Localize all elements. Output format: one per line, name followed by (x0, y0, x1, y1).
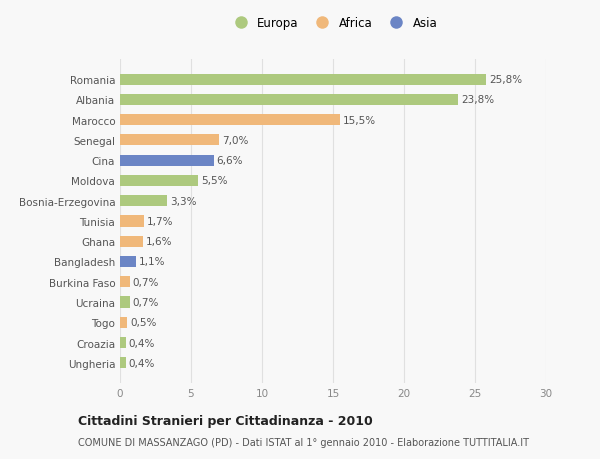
Bar (120, 135, 220, 146)
Bar (120, 337, 125, 348)
Bar (120, 216, 144, 227)
Text: 7,0%: 7,0% (222, 135, 248, 146)
Bar (120, 236, 143, 247)
Bar (120, 317, 127, 328)
Text: 0,5%: 0,5% (130, 318, 157, 328)
Text: 5,5%: 5,5% (201, 176, 227, 186)
Bar (120, 175, 198, 187)
Text: 0,4%: 0,4% (128, 338, 155, 348)
Text: 6,6%: 6,6% (217, 156, 243, 166)
Text: COMUNE DI MASSANZAGO (PD) - Dati ISTAT al 1° gennaio 2010 - Elaborazione TUTTITA: COMUNE DI MASSANZAGO (PD) - Dati ISTAT a… (78, 437, 529, 447)
Bar (120, 256, 136, 268)
Text: 1,6%: 1,6% (146, 237, 172, 246)
Text: 15,5%: 15,5% (343, 115, 376, 125)
Text: 0,7%: 0,7% (133, 297, 159, 308)
Bar (120, 155, 214, 166)
Legend: Europa, Africa, Asia: Europa, Africa, Asia (229, 17, 437, 30)
Text: 0,7%: 0,7% (133, 277, 159, 287)
Bar (120, 115, 340, 126)
Text: 1,1%: 1,1% (139, 257, 165, 267)
Bar (120, 358, 125, 369)
Bar (120, 297, 130, 308)
Text: 3,3%: 3,3% (170, 196, 196, 206)
Bar (120, 74, 487, 85)
Text: 1,7%: 1,7% (147, 217, 173, 226)
Text: 0,4%: 0,4% (128, 358, 155, 368)
Bar (120, 95, 458, 106)
Text: Cittadini Stranieri per Cittadinanza - 2010: Cittadini Stranieri per Cittadinanza - 2… (78, 414, 373, 428)
Bar (120, 277, 130, 288)
Text: 23,8%: 23,8% (461, 95, 494, 105)
Bar (120, 196, 167, 207)
Text: 25,8%: 25,8% (489, 75, 523, 85)
